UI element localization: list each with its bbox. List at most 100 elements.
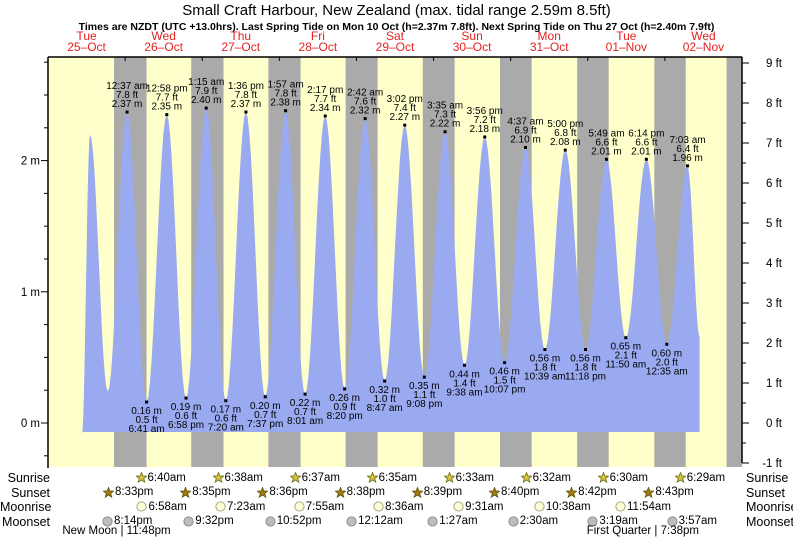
- tide-label-line: 6.6 ft: [635, 137, 657, 148]
- sunset-time: 8:33pm: [103, 486, 153, 498]
- sunset-time: 8:40pm: [488, 486, 539, 498]
- tide-label-line: 0.5 ft: [135, 415, 157, 426]
- sunrise-star-icon: [135, 472, 147, 483]
- tide-point: [343, 387, 347, 391]
- day-weekday: Tue: [76, 29, 97, 43]
- tide-label-line: 7:03 am: [669, 135, 705, 146]
- high-tide-label: 1:57 am7.8 ft2.38 m: [268, 80, 304, 113]
- tide-label-line: 2:17 pm: [307, 85, 343, 96]
- tide-label-line: 6:58 pm: [168, 420, 204, 431]
- tide-point: [165, 113, 169, 117]
- tide-label-line: 0.26 m: [329, 393, 360, 404]
- moonrise-circle-icon: [373, 501, 384, 512]
- almanac-row-label-sunset: Sunset: [746, 485, 785, 500]
- tide-point: [224, 399, 228, 403]
- low-tide-label: 0.44 m1.4 ft9:38 am: [446, 363, 483, 398]
- low-tide-label: 0.20 m0.7 ft7:37 pm: [247, 395, 283, 430]
- low-tide-label: 0.17 m0.6 ft7:20 am: [208, 399, 244, 434]
- moonset-time-text: 9:32pm: [195, 515, 234, 527]
- day-label: Fri 28–Oct: [299, 30, 338, 52]
- sunset-time-text: 8:38pm: [346, 486, 385, 498]
- tide-point: [363, 117, 367, 121]
- tide-label-line: 6:41 am: [129, 424, 165, 435]
- sunset-time: 8:38pm: [334, 486, 385, 498]
- moonrise-time-text: 7:23am: [226, 500, 266, 513]
- tide-point: [503, 361, 507, 365]
- day-label: Sun 30–Oct: [453, 29, 492, 52]
- almanac-row-label-sunrise: Sunrise: [746, 471, 789, 485]
- moonset-time-text: 3:57am: [678, 515, 717, 527]
- day-label: Wed 26–Oct: [144, 30, 183, 52]
- moonrise-time: 11:54am: [615, 501, 671, 513]
- moonrise-time: 8:36am: [373, 501, 423, 513]
- sunrise-time-text: 6:33am: [455, 471, 494, 484]
- day-weekday: Tue: [616, 29, 637, 43]
- tide-point: [323, 114, 327, 118]
- tide-label-line: 3:02 pm: [387, 94, 423, 105]
- moonset-time: 12:12am: [346, 515, 403, 527]
- tide-label-line: 7.8 ft: [235, 90, 257, 101]
- sunrise-time: 6:29am: [674, 472, 725, 484]
- day-weekday: Wed: [691, 29, 716, 43]
- high-tide-label: 3:56 pm7.2 ft2.18 m: [467, 106, 503, 139]
- moonset-circle-icon: [265, 515, 276, 527]
- tide-point: [604, 157, 608, 161]
- moonset-circle-icon: [666, 515, 678, 527]
- moonset-time: 3:57am: [666, 515, 717, 527]
- sunset-star-icon: [334, 486, 346, 498]
- moonset-circle-icon: [102, 515, 113, 527]
- tide-label-line: 2.40 m: [191, 95, 222, 106]
- tide-label-line: 2.27 m: [389, 112, 420, 123]
- moonrise-circle-icon: [534, 501, 545, 512]
- day-label: Sat 29–Oct: [375, 30, 415, 54]
- tide-label-line: 12:58 pm: [146, 84, 188, 95]
- day-date: 29–Oct: [375, 39, 415, 54]
- tide-point: [422, 375, 426, 379]
- tide-label-line: 10:07 pm: [484, 385, 526, 396]
- sunrise-star-icon: [443, 472, 455, 483]
- high-tide-label: 4:37 am6.9 ft2.10 m: [507, 116, 544, 149]
- tide-label-line: 2.37 m: [112, 99, 143, 110]
- tide-label-line: 7.8 ft: [116, 90, 138, 101]
- day-weekday: Mon: [537, 29, 561, 43]
- right-axis-label: 5 ft: [766, 218, 783, 230]
- sunset-star-icon: [566, 486, 578, 498]
- sunrise-star-icon: [366, 472, 378, 483]
- tide-label-line: 9:08 pm: [406, 399, 442, 410]
- sunset-time-text: 8:35pm: [192, 486, 231, 498]
- tide-label-line: 0.16 m: [131, 406, 162, 417]
- moonset-time: 9:32pm: [183, 515, 234, 527]
- tide-label-line: 2.1 ft: [615, 351, 637, 362]
- left-axis-label: 2 m: [21, 156, 40, 168]
- moonset-circle-icon: [346, 515, 357, 527]
- tide-label-line: 2.10 m: [510, 134, 541, 145]
- day-label: Mon 31–Oct: [530, 29, 569, 52]
- moonrise-circle-icon: [215, 501, 226, 512]
- moonrise-circle-icon: [136, 501, 148, 512]
- chart-subtitle: Times are NZDT (UTC +13.0hrs). Last Spri…: [78, 21, 715, 33]
- day-weekday: Sun: [461, 29, 483, 43]
- tide-label-line: 1:36 pm: [228, 81, 264, 92]
- moonrise-circle-icon: [453, 501, 464, 512]
- day-label: Thu 27–Oct: [221, 29, 260, 52]
- tide-label-line: 6.9 ft: [514, 125, 536, 136]
- high-tide-label: 5:00 pm6.8 ft2.08 m: [547, 119, 583, 152]
- sunrise-time: 6:30am: [597, 472, 648, 484]
- tide-label-line: 2:42 am: [347, 88, 383, 99]
- right-axis-label: 2 ft: [766, 338, 783, 350]
- day-weekday: Thu: [230, 29, 252, 43]
- sunset-star-icon: [643, 486, 655, 498]
- tide-label-line: 7.9 ft: [195, 86, 217, 97]
- tide-label-line: 1:15 am: [188, 77, 224, 88]
- tide-label-line: 8:01 am: [287, 416, 323, 427]
- tide-label-line: 0.9 ft: [334, 402, 356, 413]
- tide-point: [125, 110, 129, 114]
- tide-point: [686, 164, 690, 168]
- tide-label-line: 0.46 m: [489, 367, 520, 378]
- tide-point: [443, 130, 447, 134]
- moonrise-circle-icon: [615, 501, 626, 512]
- high-tide-label: 12:58 pm7.7 ft2.35 m: [146, 84, 188, 117]
- day-date: 02–Nov: [682, 39, 725, 54]
